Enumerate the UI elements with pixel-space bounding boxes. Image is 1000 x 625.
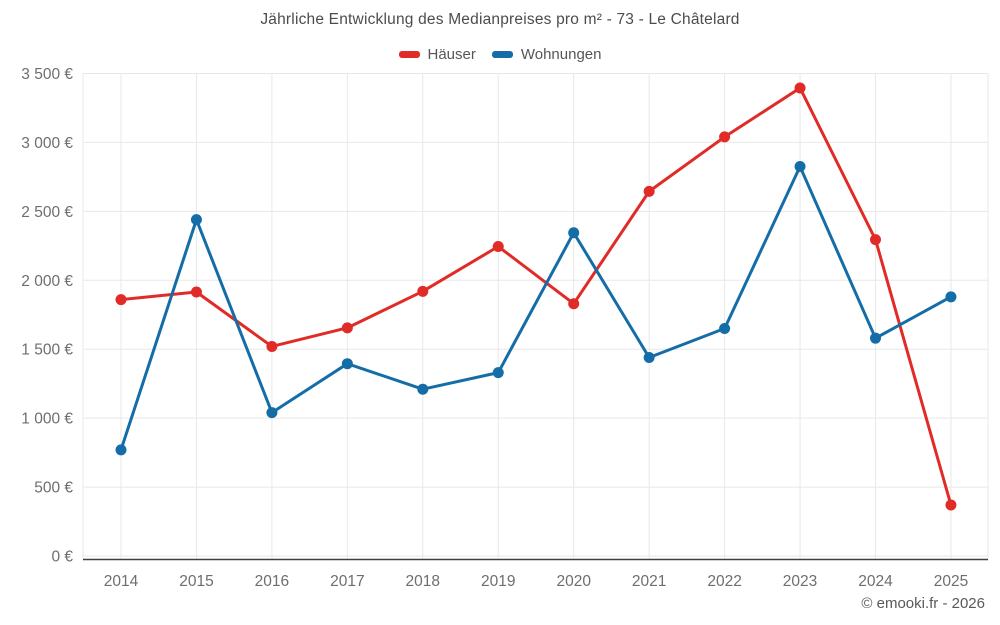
data-point-h-user-2023[interactable] xyxy=(794,82,806,94)
data-point-h-user-2016[interactable] xyxy=(266,340,278,352)
y-axis-tick-label: 1 500 € xyxy=(21,342,73,359)
x-axis-tick-label: 2021 xyxy=(632,573,666,590)
y-axis-tick-label: 1 000 € xyxy=(21,411,73,428)
y-axis-tick-label: 2 000 € xyxy=(21,273,73,290)
chart-legend: Häuser Wohnungen xyxy=(0,46,1000,63)
legend-label-wohnungen: Wohnungen xyxy=(520,46,602,63)
data-point-h-user-2017[interactable] xyxy=(341,322,353,334)
data-point-h-user-2015[interactable] xyxy=(190,286,202,298)
data-point-wohnungen-2024[interactable] xyxy=(870,332,881,344)
y-axis-tick-label: 3 000 € xyxy=(21,135,73,152)
x-axis-tick-label: 2019 xyxy=(481,573,515,590)
x-axis-tick-label: 2018 xyxy=(406,573,440,590)
data-point-h-user-2024[interactable] xyxy=(870,234,881,246)
x-axis-tick-label: 2016 xyxy=(255,573,289,590)
series-line-h-user xyxy=(119,86,953,507)
y-axis-tick-label: 3 500 € xyxy=(21,66,73,83)
data-point-wohnungen-2018[interactable] xyxy=(417,383,429,395)
legend-item-wohnungen[interactable]: Wohnungen xyxy=(491,46,602,63)
data-point-h-user-2020[interactable] xyxy=(568,298,580,310)
footer-credit: © emooki.fr - 2026 xyxy=(861,595,985,612)
x-axis-tick-label: 2020 xyxy=(556,573,591,590)
y-axis-tick-label: 2 500 € xyxy=(21,204,73,221)
data-point-h-user-2021[interactable] xyxy=(643,185,655,197)
y-axis-tick-label: 0 € xyxy=(51,549,73,566)
x-axis-tick-label: 2014 xyxy=(104,573,139,590)
data-point-wohnungen-2020[interactable] xyxy=(568,227,580,239)
x-axis-tick-label: 2017 xyxy=(330,573,364,590)
data-point-h-user-2022[interactable] xyxy=(719,131,731,143)
series-line-wohnungen xyxy=(119,165,953,452)
x-axis-tick-label: 2023 xyxy=(783,573,817,590)
legend-item-haeuser[interactable]: Häuser xyxy=(398,46,476,63)
data-point-h-user-2014[interactable] xyxy=(115,294,127,306)
data-point-wohnungen-2016[interactable] xyxy=(266,407,278,419)
legend-label-haeuser: Häuser xyxy=(427,46,476,63)
y-axis-tick-label: 500 € xyxy=(34,480,73,497)
x-axis-tick-label: 2024 xyxy=(858,573,893,590)
chart-title: Jährliche Entwicklung des Medianpreises … xyxy=(260,11,740,28)
x-axis-tick-label: 2022 xyxy=(707,573,741,590)
data-point-wohnungen-2022[interactable] xyxy=(719,323,731,335)
data-point-wohnungen-2017[interactable] xyxy=(341,358,353,370)
data-point-wohnungen-2023[interactable] xyxy=(794,161,806,173)
data-point-h-user-2018[interactable] xyxy=(417,285,429,297)
x-axis-tick-label: 2025 xyxy=(934,573,968,590)
data-point-wohnungen-2019[interactable] xyxy=(492,367,504,379)
legend-swatch-haeuser xyxy=(398,51,420,58)
data-point-wohnungen-2025[interactable] xyxy=(945,291,957,303)
data-point-h-user-2025[interactable] xyxy=(945,499,957,511)
data-point-wohnungen-2014[interactable] xyxy=(115,444,127,456)
data-point-wohnungen-2021[interactable] xyxy=(643,351,655,363)
data-point-wohnungen-2015[interactable] xyxy=(190,214,202,226)
x-axis-tick-label: 2015 xyxy=(179,573,213,590)
data-point-h-user-2019[interactable] xyxy=(492,241,504,253)
legend-swatch-wohnungen xyxy=(491,51,513,58)
